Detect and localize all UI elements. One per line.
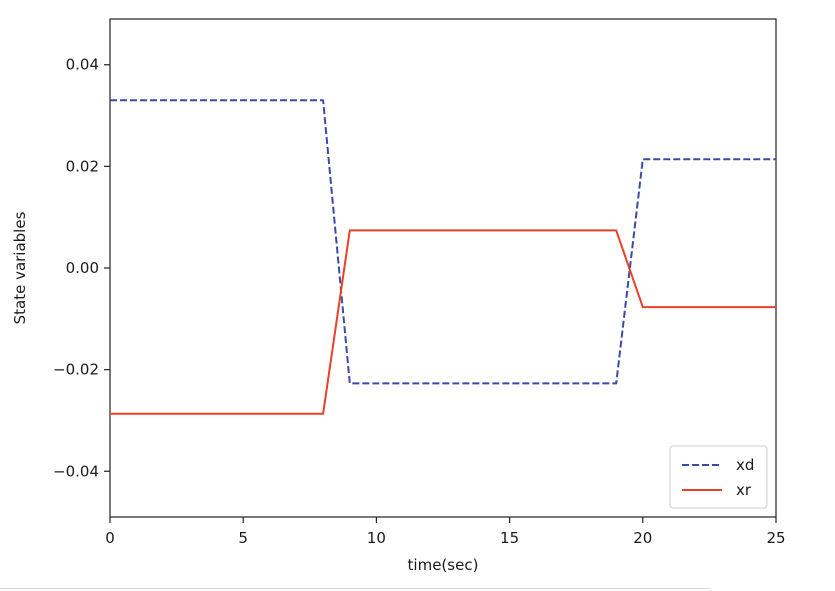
x-tick-label: 15 [500,529,519,547]
legend-label-xd: xd [736,456,754,474]
legend-box [669,445,768,509]
plot-frame [109,18,777,518]
series-line-xd [110,99,776,385]
legend-label-xr: xr [736,481,752,499]
y-tick-label: 0.04 [66,56,99,74]
x-tick-label: 0 [105,529,115,547]
y-axis: 0.04 0.02 0.00 −0.02 −0.04 [53,56,110,480]
x-tick-label: 20 [633,529,652,547]
series-line-xr [110,229,776,415]
y-tick-label: −0.04 [53,462,99,480]
x-tick-label: 25 [766,529,785,547]
x-axis-title: time(sec) [408,556,479,574]
page-divider [0,588,710,589]
x-tick-label: 10 [367,529,386,547]
legend: xd xr [669,445,768,509]
plot-area [109,18,777,518]
series-layer [110,99,776,415]
y-tick-label: 0.02 [66,157,99,175]
x-axis: 0 5 10 15 20 25 [105,517,786,547]
y-tick-label: 0.00 [66,259,99,277]
y-tick-label: −0.02 [53,361,99,379]
y-axis-title: State variables [11,211,29,324]
x-tick-label: 5 [238,529,248,547]
